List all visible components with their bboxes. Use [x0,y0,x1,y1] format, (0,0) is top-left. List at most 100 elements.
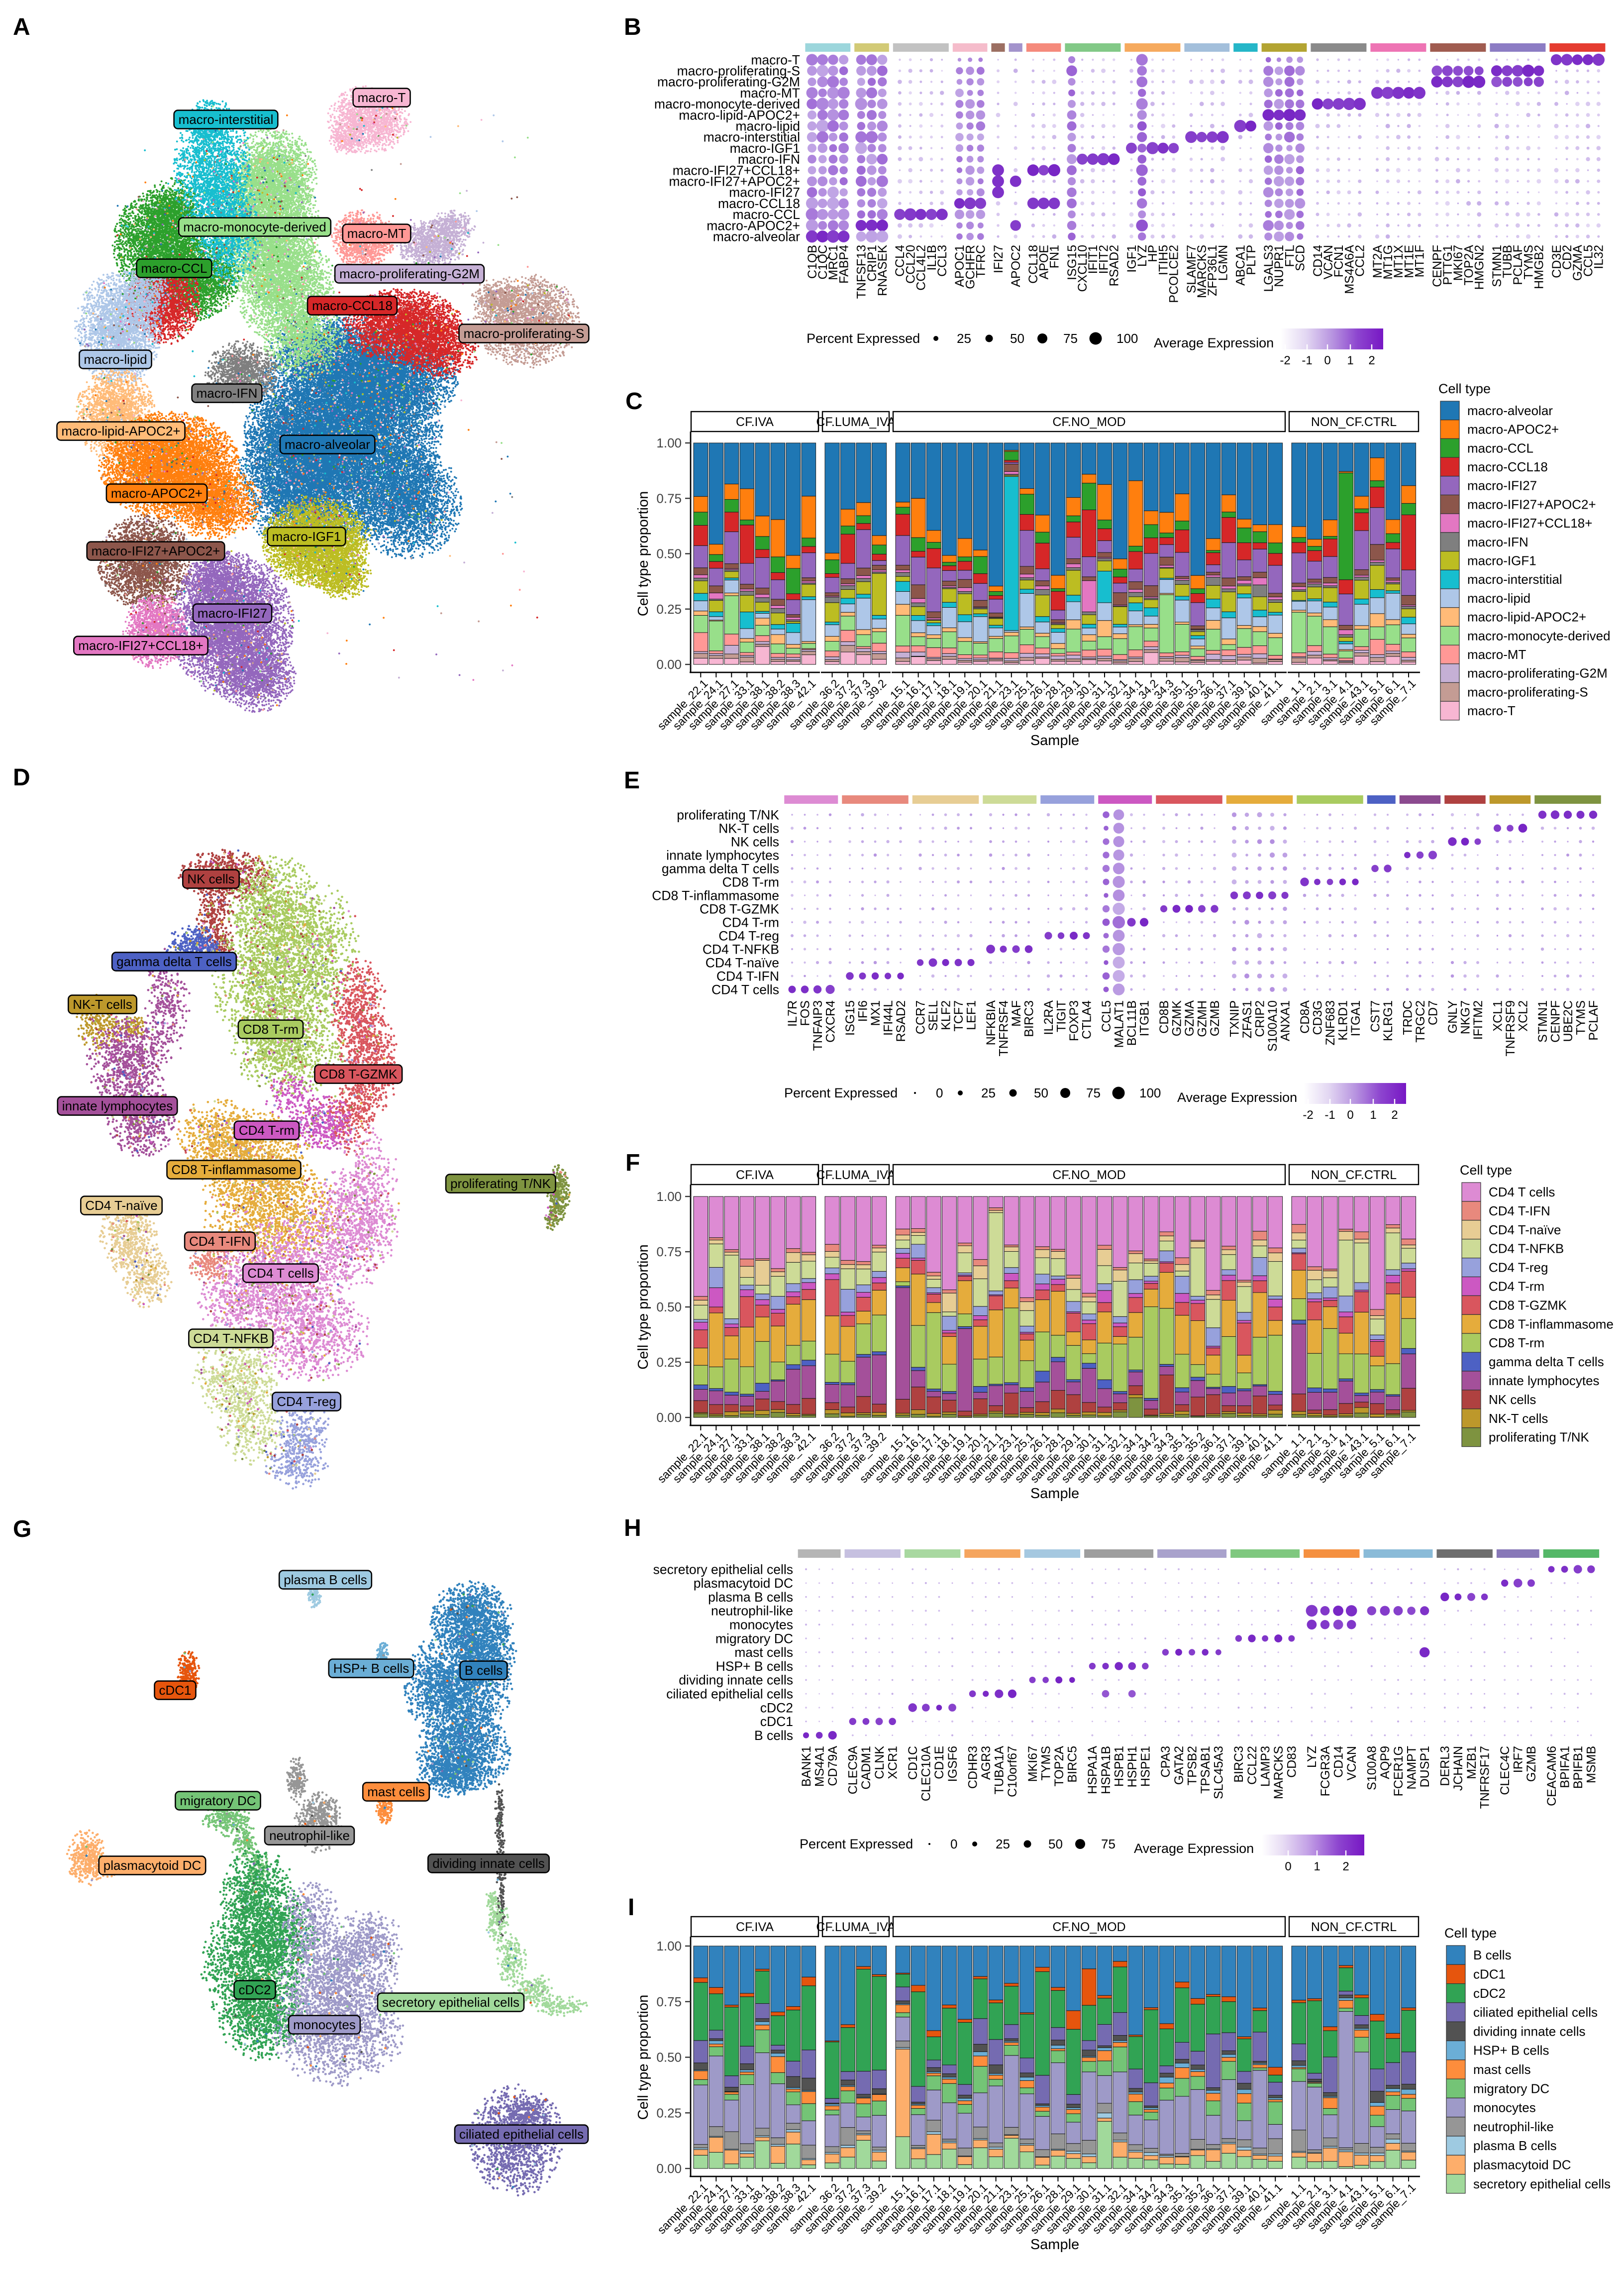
svg-text:TYMS: TYMS [1522,245,1535,279]
svg-text:MSMB: MSMB [1585,1746,1599,1783]
svg-text:CRIP2: CRIP2 [1253,1000,1267,1037]
svg-text:TFRC: TFRC [974,245,988,278]
svg-text:MRC1: MRC1 [826,245,840,280]
svg-text:NK cells: NK cells [731,834,779,849]
svg-text:CLEC9A: CLEC9A [846,1746,860,1795]
svg-text:NK-T cells: NK-T cells [718,821,779,836]
svg-text:plasma B cells: plasma B cells [284,1572,367,1587]
svg-text:macro-T: macro-T [358,90,406,105]
svg-text:plasma B cells: plasma B cells [708,1590,793,1605]
svg-text:RSAD2: RSAD2 [894,1000,908,1042]
svg-text:macro-IFN: macro-IFN [738,152,800,167]
svg-text:LYZ: LYZ [1135,245,1149,267]
svg-text:GNLY: GNLY [1446,1000,1460,1034]
svg-text:BPIFB1: BPIFB1 [1571,1746,1585,1789]
svg-text:TNFSF13: TNFSF13 [855,245,869,299]
svg-text:CD79A: CD79A [826,1746,840,1786]
svg-text:TNFAIP3: TNFAIP3 [811,1000,825,1051]
svg-text:APOE: APOE [1037,245,1051,279]
svg-text:KLRD1: KLRD1 [1336,1000,1350,1041]
svg-text:macro-monocyte-derived: macro-monocyte-derived [1467,628,1611,643]
svg-text:0: 0 [1347,1108,1353,1122]
svg-text:plasmacytoid DC: plasmacytoid DC [103,1858,202,1873]
svg-text:macro-IFI27+CCL18+: macro-IFI27+CCL18+ [1467,516,1592,531]
svg-text:0.25: 0.25 [656,602,682,617]
svg-text:CF.IVA: CF.IVA [736,1920,774,1934]
svg-text:MARCKS: MARCKS [1195,245,1209,298]
svg-text:Average Expression: Average Expression [1177,1090,1297,1105]
svg-text:macro-IFI27+CCL18+: macro-IFI27+CCL18+ [673,163,800,178]
svg-text:TOP2A: TOP2A [1052,1746,1066,1787]
svg-text:macro-CCL18: macro-CCL18 [718,196,800,211]
svg-text:C10orf67: C10orf67 [1006,1746,1019,1797]
svg-text:SLC45A3: SLC45A3 [1212,1746,1226,1799]
svg-text:GZMA: GZMA [1183,1000,1197,1037]
svg-text:HSP+ B cells: HSP+ B cells [333,1661,409,1676]
svg-text:MT1G: MT1G [1381,245,1395,279]
svg-text:S100A8: S100A8 [1365,1746,1379,1790]
svg-text:IL1B: IL1B [925,245,939,270]
svg-text:JCHAIN: JCHAIN [1451,1746,1465,1791]
svg-text:dividing innate cells: dividing innate cells [679,1673,793,1688]
svg-text:SCD: SCD [1294,245,1308,271]
svg-text:HMGN2: HMGN2 [1473,245,1487,290]
svg-text:PTTG1: PTTG1 [1441,245,1455,285]
svg-text:TXNIP: TXNIP [1227,1000,1241,1037]
svg-text:mast cells: mast cells [367,1784,425,1799]
svg-text:MAF: MAF [1010,1000,1023,1027]
svg-text:A: A [13,14,30,40]
svg-text:proliferating T/NK: proliferating T/NK [677,807,779,822]
svg-text:S100A10: S100A10 [1266,1000,1280,1052]
svg-text:0: 0 [936,1085,943,1100]
svg-text:CD4 T-reg: CD4 T-reg [1489,1260,1548,1275]
svg-text:dividing innate cells: dividing innate cells [432,1856,544,1871]
svg-text:innate lymphocytes: innate lymphocytes [62,1098,173,1113]
svg-text:HSPE1: HSPE1 [1139,1746,1153,1787]
svg-text:BCL11B: BCL11B [1125,1000,1139,1046]
svg-text:macro-lipid: macro-lipid [735,118,800,133]
svg-text:CD7: CD7 [1426,1000,1440,1025]
svg-text:ANXA1: ANXA1 [1278,1000,1292,1041]
svg-text:FCER1G: FCER1G [1392,1746,1406,1796]
svg-text:CADM1: CADM1 [859,1746,873,1790]
svg-text:CCL4: CCL4 [893,245,907,277]
svg-text:C1QB: C1QB [806,245,819,279]
svg-text:APOC1: APOC1 [953,245,967,287]
svg-text:MT1E: MT1E [1402,245,1416,278]
svg-text:ISG15: ISG15 [843,1000,857,1036]
svg-text:macro-IFI27: macro-IFI27 [729,185,800,200]
svg-text:macro-IFI27+APOC2+: macro-IFI27+APOC2+ [92,543,220,558]
svg-text:proliferating T/NK: proliferating T/NK [450,1176,551,1191]
svg-text:ITIH5: ITIH5 [1156,245,1170,275]
svg-text:macro-proliferating-S: macro-proliferating-S [464,326,585,341]
svg-text:KLRG1: KLRG1 [1381,1000,1395,1041]
svg-text:macro-IFN: macro-IFN [197,386,258,401]
svg-text:0: 0 [1285,1860,1291,1873]
svg-text:secretory epithelial cells: secretory epithelial cells [653,1562,793,1577]
svg-text:AGR3: AGR3 [979,1746,993,1780]
svg-text:100: 100 [1139,1085,1161,1100]
svg-text:TRDC: TRDC [1401,1000,1415,1035]
svg-text:IL32: IL32 [1592,245,1606,269]
svg-text:CLEC10A: CLEC10A [919,1746,933,1801]
svg-text:NON_CF.CTRL: NON_CF.CTRL [1311,1168,1397,1182]
svg-text:I: I [628,1894,634,1921]
svg-text:CD8 T-inflammasome: CD8 T-inflammasome [652,888,779,903]
svg-text:DUSP1: DUSP1 [1418,1746,1432,1787]
svg-text:macro-CCL: macro-CCL [141,261,207,276]
svg-text:CD4 T-reg: CD4 T-reg [718,928,779,943]
svg-text:CD4 T-naïve: CD4 T-naïve [706,955,779,970]
svg-text:macro-lipid-APOC2+: macro-lipid-APOC2+ [1467,610,1586,625]
svg-text:TOP2A: TOP2A [1462,245,1476,286]
svg-text:B cells: B cells [754,1728,793,1743]
svg-text:macro-alveolar: macro-alveolar [1467,403,1553,418]
svg-text:HMGB2: HMGB2 [1532,245,1546,289]
svg-text:monocytes: monocytes [729,1617,793,1632]
svg-text:CXCL10: CXCL10 [1076,245,1090,292]
svg-text:macro-APOC2+: macro-APOC2+ [111,486,203,501]
svg-text:VCAN: VCAN [1345,1746,1359,1780]
svg-text:CD4 T cells: CD4 T cells [1489,1185,1555,1199]
svg-text:macro-CCL: macro-CCL [733,207,800,222]
svg-text:CD3E: CD3E [1550,245,1564,278]
svg-text:PCOLCE2: PCOLCE2 [1167,245,1181,303]
